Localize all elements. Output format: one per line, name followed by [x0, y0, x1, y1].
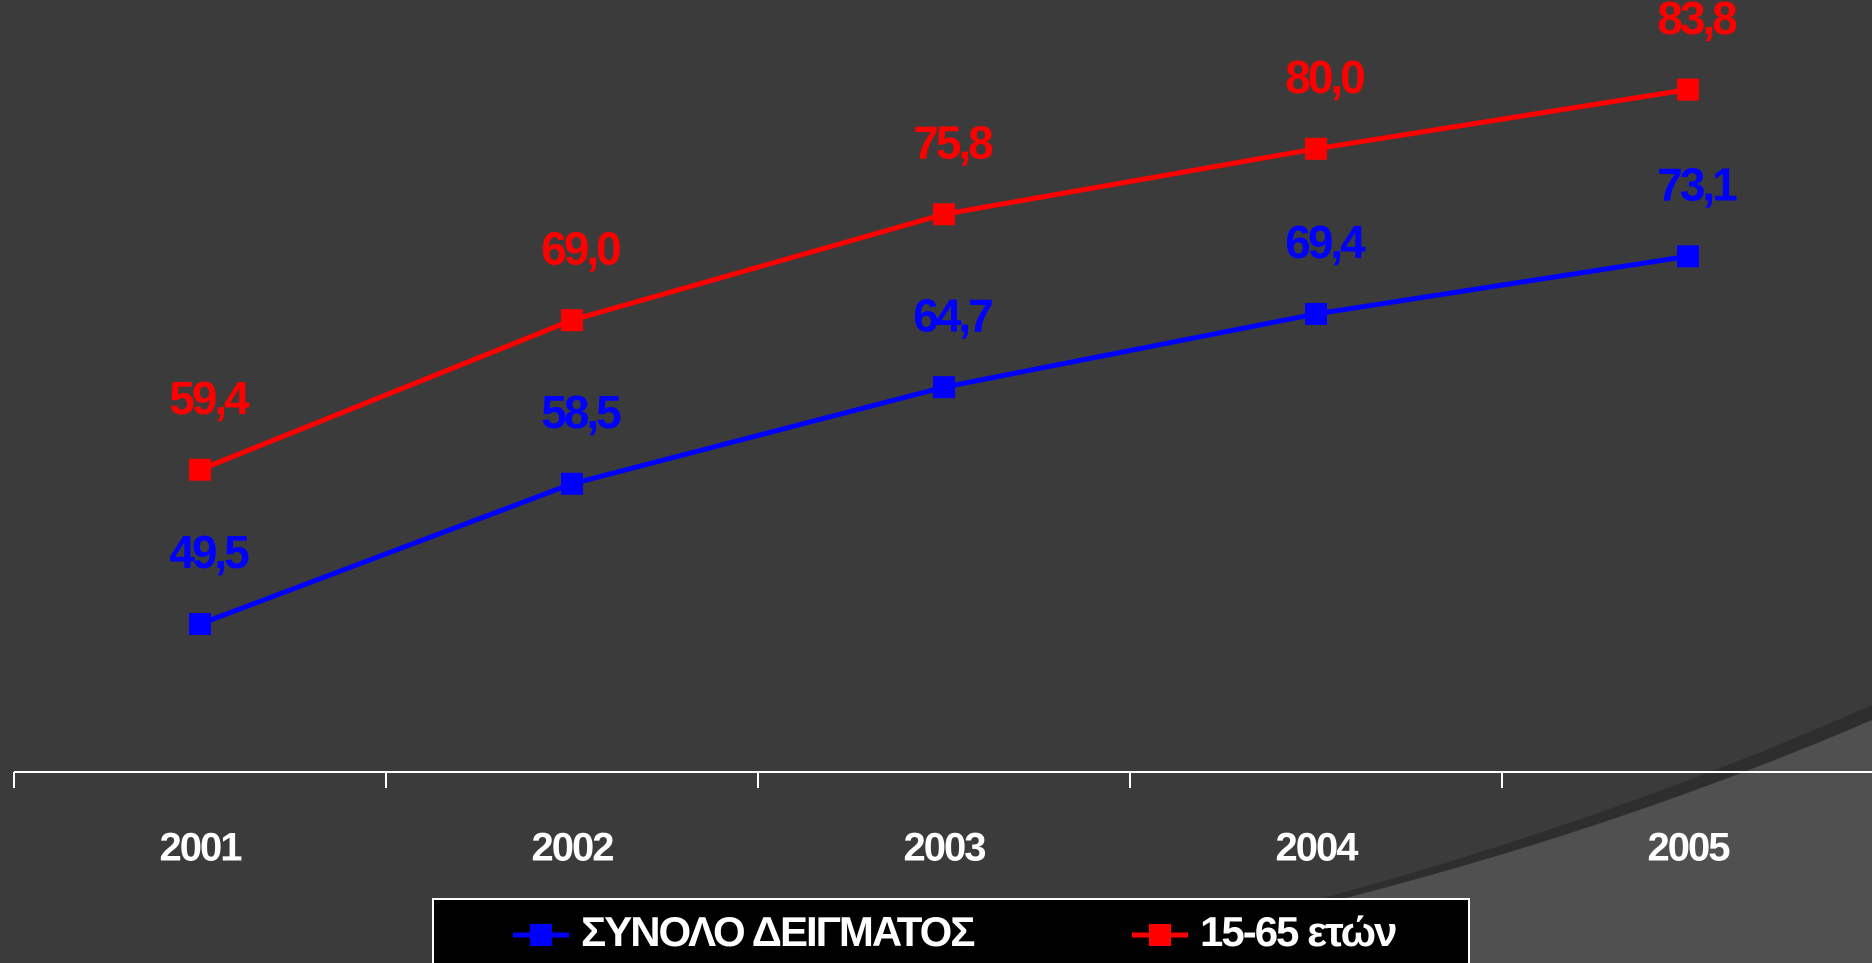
data-label: 49,5 — [169, 526, 249, 578]
x-tick-label: 2005 — [1648, 826, 1731, 870]
point-marker — [1305, 302, 1327, 325]
legend-marker — [530, 924, 552, 946]
point-marker — [561, 309, 583, 332]
point-marker — [189, 458, 211, 481]
legend-label: ΣΥΝΟΛΟ ΔΕΙΓΜΑΤΟΣ — [581, 908, 974, 955]
point-marker — [933, 376, 955, 399]
data-label: 69,0 — [541, 222, 620, 274]
point-marker — [561, 472, 583, 495]
data-label: 58,5 — [541, 386, 621, 438]
background-swoosh — [1050, 720, 1872, 963]
legend-marker — [1149, 924, 1171, 946]
data-label: 80,0 — [1285, 51, 1364, 103]
x-tick-label: 2002 — [532, 826, 614, 870]
legend-label: 15-65 ετών — [1200, 908, 1396, 955]
point-marker — [1305, 137, 1327, 160]
data-label: 83,8 — [1657, 0, 1737, 44]
x-tick-label: 2001 — [160, 826, 243, 870]
data-label: 73,1 — [1657, 158, 1737, 210]
legend-box — [432, 898, 1470, 963]
point-marker — [1677, 78, 1699, 101]
point-marker — [1677, 245, 1699, 268]
data-label: 64,7 — [913, 289, 992, 341]
data-label: 59,4 — [169, 372, 250, 424]
point-marker — [933, 203, 955, 226]
data-label: 75,8 — [913, 116, 993, 168]
point-marker — [189, 612, 211, 635]
x-tick-label: 2004 — [1276, 826, 1360, 870]
data-label: 69,4 — [1285, 216, 1366, 268]
x-tick-label: 2003 — [904, 826, 986, 870]
